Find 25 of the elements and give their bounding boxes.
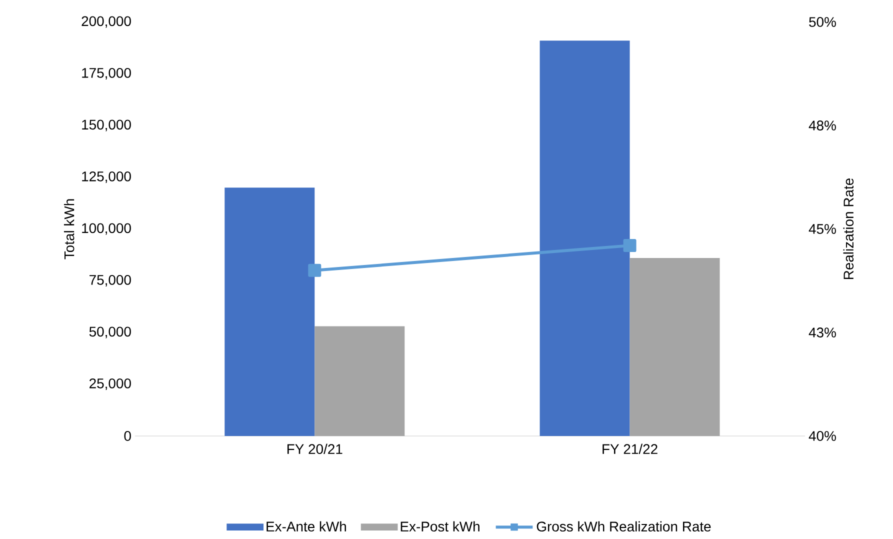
x-tick-label: FY 20/21	[287, 444, 342, 454]
bar	[630, 258, 720, 436]
y-tick-label: 150,000	[82, 120, 131, 132]
bar	[224, 188, 315, 436]
x-tick-label: FY 21/22	[602, 444, 658, 454]
bar	[314, 326, 405, 436]
y2-tick-label: 45%	[808, 224, 836, 234]
y-tick-label: 200,000	[82, 16, 131, 28]
legend-label: Gross kWh Realization Rate	[536, 521, 711, 532]
y2-tick-label: 40%	[808, 431, 836, 441]
y-tick-label: 25,000	[90, 378, 131, 390]
y2-tick-label: 43%	[808, 328, 836, 338]
y-tick-label: 50,000	[89, 326, 131, 338]
y-tick-label: 175,000	[82, 68, 131, 80]
y-tick-label: 100,000	[82, 223, 131, 235]
y2-axis-title: Realization Rate	[843, 178, 854, 280]
y-tick-label: 125,000	[82, 171, 131, 184]
legend-label: Ex-Post kWh	[400, 521, 480, 532]
y-axis-title: Total kWh	[64, 199, 74, 260]
y-tick-label: 75,000	[90, 274, 131, 287]
y2-tick-label: 48%	[808, 120, 836, 130]
legend-label: Ex-Ante kWh	[266, 521, 346, 532]
bar	[540, 40, 630, 436]
y-tick-label: 0	[124, 431, 131, 441]
y2-tick-label: 50%	[809, 17, 836, 27]
